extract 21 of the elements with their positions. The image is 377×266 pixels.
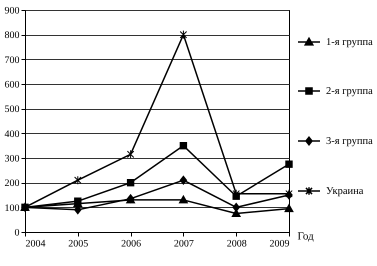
y-tick-label: 200: [4, 178, 20, 190]
y-tick-label: 500: [4, 104, 20, 116]
x-tick-label: 2008: [226, 238, 247, 250]
y-tick-label: 300: [4, 154, 20, 164]
y-tick-label: 700: [4, 54, 20, 66]
x-axis-title: Год: [298, 230, 314, 242]
legend-label: 1-я группа: [326, 37, 374, 48]
x-tick-label: 2006: [121, 238, 142, 250]
y-tick-label: 900: [4, 6, 20, 16]
y-tick-label: 0: [14, 228, 20, 238]
y-tick-label: 800: [4, 30, 20, 42]
x-tick-label: 2007: [174, 238, 194, 250]
y-tick-label: 600: [4, 80, 20, 90]
y-tick-label: 100: [4, 202, 20, 214]
legend-label: 3-я группа: [326, 136, 374, 147]
legend-label: Украина: [326, 186, 364, 197]
y-tick-label: 400: [4, 128, 20, 140]
x-tick-label: 2009: [270, 238, 290, 250]
legend-label: 2-я группа: [326, 86, 374, 97]
x-tick-label: 2005: [68, 238, 88, 250]
x-tick-label: 2004: [26, 238, 46, 250]
